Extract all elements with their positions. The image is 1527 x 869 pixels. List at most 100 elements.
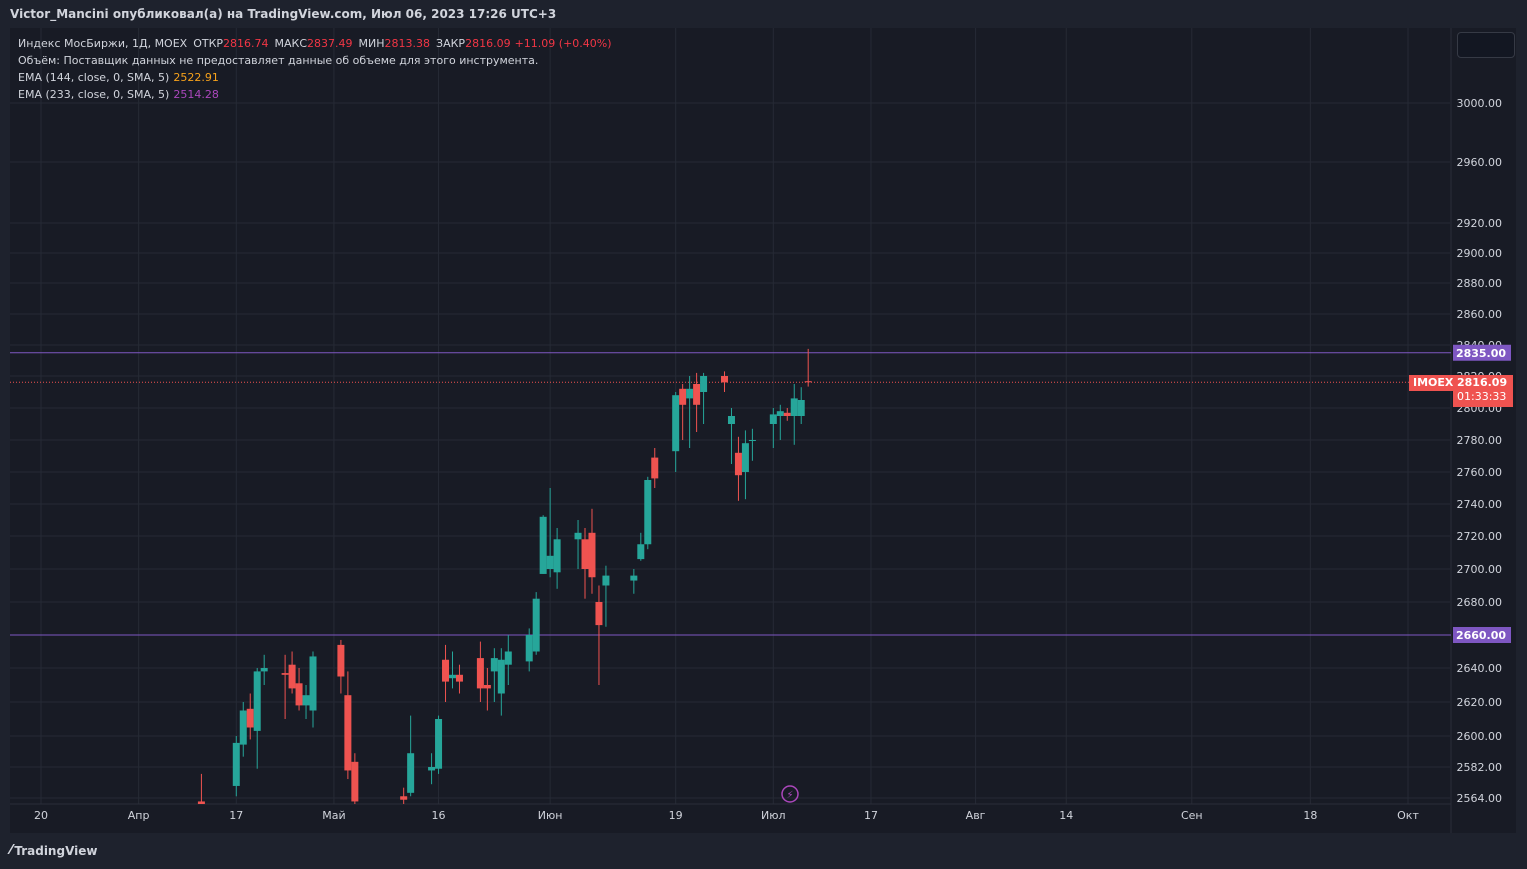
time-tick-label: Июн: [538, 809, 563, 822]
candle-body: [246, 708, 254, 728]
level-price-label: 2835.00: [1456, 347, 1506, 360]
candle-body: [309, 656, 317, 711]
price-axis-background: [1451, 28, 1516, 833]
candle-body: [239, 710, 247, 745]
price-tick-label: 2780.00: [1457, 434, 1503, 447]
time-tick-label: Окт: [1397, 809, 1419, 822]
candle-body: [476, 658, 484, 689]
candle-body: [797, 400, 805, 416]
candle-body: [602, 575, 610, 586]
candle-body: [769, 414, 777, 424]
price-tick-label: 2720.00: [1457, 530, 1503, 543]
legend-close-label: ЗАКР: [436, 37, 466, 50]
candle-body: [483, 685, 491, 689]
candle-body: [783, 412, 791, 416]
price-tick-label: 2582.00: [1457, 761, 1503, 774]
price-tick-label: 2920.00: [1457, 217, 1503, 230]
price-tick-label: 2960.00: [1457, 156, 1503, 169]
legend-high-value: 2837.49: [307, 37, 353, 50]
candle-body: [644, 480, 652, 545]
time-tick-label: 16: [432, 809, 446, 822]
price-tick-label: 2640.00: [1457, 662, 1503, 675]
scale-settings-button[interactable]: [1457, 32, 1515, 58]
price-tick-label: 2600.00: [1457, 730, 1503, 743]
event-marker-icon: [781, 785, 799, 803]
legend-change: +11.09 (+0.40%): [514, 37, 612, 50]
candle-body: [302, 695, 310, 706]
candle-body: [197, 801, 205, 804]
price-tick-label: 2740.00: [1457, 498, 1503, 511]
candle-body: [651, 457, 659, 479]
chart-legend: Индекс МосБиржи, 1Д, MOEX ОТКР2816.74 МАКС…: [18, 35, 612, 103]
level-price-tag: [1453, 344, 1511, 361]
legend-ema1-label: EMA (144, close, 0, SMA, 5): [18, 71, 170, 84]
level-price-label: 2660.00: [1456, 629, 1506, 642]
symbol-tag: IMOEX: [1409, 375, 1458, 391]
chart-panel[interactable]: 3000.00 2960.00 2920.00 2900.00 2880.00 2860.…: [10, 28, 1516, 833]
price-tick-label: 2900.00: [1457, 247, 1503, 260]
candle-body: [253, 671, 261, 731]
candle-body: [700, 376, 708, 392]
candle-body: [260, 668, 268, 672]
legend-volume-note: Объём: Поставщик данных не предоставляет…: [18, 54, 539, 67]
candle-body: [351, 761, 359, 802]
time-tick-label: Апр: [128, 809, 150, 822]
candle-body: [672, 395, 680, 452]
candle-body: [288, 664, 296, 689]
candle-body: [637, 544, 645, 560]
legend-open-label: ОТКР: [193, 37, 224, 50]
legend-low-value: 2813.38: [384, 37, 431, 50]
candle-body: [595, 602, 603, 626]
legend-close-value: 2816.09: [465, 37, 511, 50]
candle-body: [748, 440, 756, 441]
candle-body: [581, 539, 589, 569]
tradingview-logo[interactable]: ⁄⁄ TradingView: [10, 843, 97, 858]
candle-body: [490, 658, 498, 672]
lightning-icon: ⚡: [786, 790, 793, 801]
publish-header: Victor_Mancini опубликовал(а) на Trading…: [0, 0, 1527, 28]
legend-high-label: МАКС: [274, 37, 308, 50]
time-tick-label: Сен: [1181, 809, 1203, 822]
price-tick-label: 2880.00: [1457, 277, 1503, 290]
legend-ema1-value: 2522.91: [173, 71, 219, 84]
candle-body: [734, 452, 742, 476]
time-tick-label: Июл: [761, 809, 786, 822]
candle-body: [727, 416, 735, 424]
candle-body: [574, 532, 582, 540]
candle-body: [553, 539, 561, 573]
tradingview-brand: TradingView: [14, 843, 98, 858]
legend-ema2-label: EMA (233, close, 0, SMA, 5): [18, 88, 170, 101]
candle-body: [337, 644, 345, 677]
price-tick-label: 2564.00: [1457, 792, 1503, 805]
candle-body: [400, 796, 408, 800]
last-price-tag: 2816.09 01:33:33: [1453, 375, 1513, 407]
price-tick-label: 2620.00: [1457, 696, 1503, 709]
candle-body: [790, 398, 798, 416]
candle-body: [679, 388, 687, 405]
price-tick-label: 2760.00: [1457, 466, 1503, 479]
price-tick-label: 2700.00: [1457, 563, 1503, 576]
candle-body: [455, 674, 463, 682]
candle-body: [532, 598, 540, 652]
candle-body: [295, 683, 303, 706]
candle-body: [588, 532, 596, 578]
time-tick-label: Авг: [966, 809, 986, 822]
legend-ema2-row: EMA (233, close, 0, SMA, 5) 2514.28: [18, 86, 612, 103]
candle-body: [721, 376, 728, 383]
candle-body: [428, 767, 436, 771]
time-tick-label: 17: [864, 809, 878, 822]
last-price-value: 2816.09: [1457, 376, 1508, 389]
time-tick-label: 20: [34, 809, 48, 822]
candle-body: [281, 673, 289, 675]
candle-body: [232, 742, 240, 786]
time-tick-label: 19: [669, 809, 683, 822]
candle-body: [442, 659, 450, 682]
price-tick-label: 2860.00: [1457, 308, 1503, 321]
candlestick-chart[interactable]: 3000.00 2960.00 2920.00 2900.00 2880.00 2860.…: [10, 28, 1516, 833]
candle-body: [630, 575, 638, 581]
legend-low-label: МИН: [358, 37, 385, 50]
bar-countdown: 01:33:33: [1457, 390, 1507, 403]
candle-body: [407, 753, 415, 793]
candle-body: [686, 388, 694, 399]
candle-body: [344, 695, 352, 771]
